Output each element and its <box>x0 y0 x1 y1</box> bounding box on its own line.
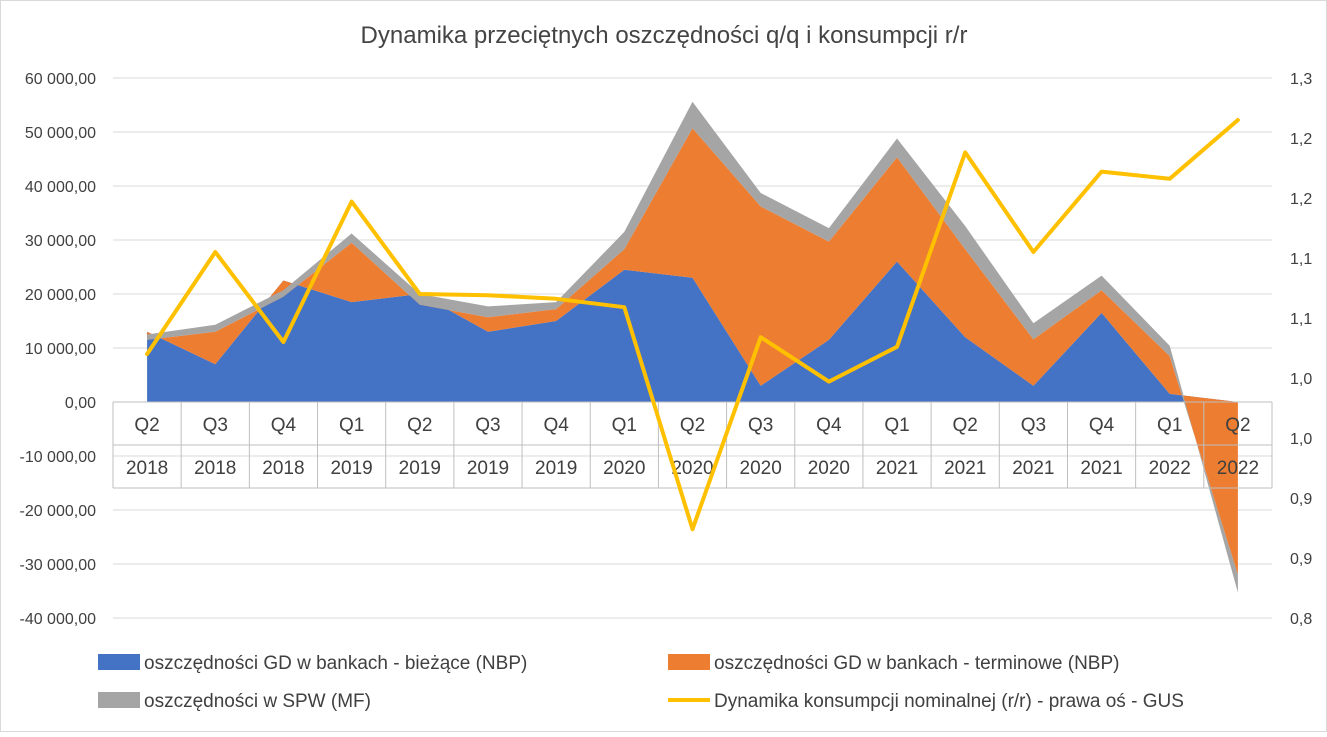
x-tick-year: 2019 <box>330 458 372 479</box>
legend-label: oszczędności w SPW (MF) <box>144 691 371 712</box>
x-tick-quarter: Q2 <box>134 415 159 436</box>
legend-label: oszczędności GD w bankach - terminowe (N… <box>714 653 1119 674</box>
line-series <box>145 118 1240 532</box>
x-tick-year: 2019 <box>535 458 577 479</box>
x-tick-year: 2020 <box>671 458 713 479</box>
right-y-tick-label: 1,3 <box>1290 71 1312 88</box>
left-y-tick-label: -40 000,00 <box>19 611 96 628</box>
x-tick-year: 2020 <box>740 458 782 479</box>
legend-area-swatch <box>98 692 140 708</box>
x-tick-quarter: Q1 <box>1157 415 1182 436</box>
x-tick-quarter: Q2 <box>1225 415 1250 436</box>
x-tick-year: 2020 <box>603 458 645 479</box>
left-y-tick-label: -30 000,00 <box>19 557 96 574</box>
x-tick-year: 2021 <box>944 458 986 479</box>
left-y-tick-label: 10 000,00 <box>25 341 96 358</box>
legend-area-swatch <box>668 654 710 670</box>
x-tick-quarter: Q2 <box>680 415 705 436</box>
left-y-tick-label: 0,00 <box>65 395 96 412</box>
x-tick-year: 2021 <box>876 458 918 479</box>
x-tick-quarter: Q4 <box>816 415 842 436</box>
chart-title: Dynamika przeciętnych oszczędności q/q i… <box>361 22 968 49</box>
left-y-tick-label: 50 000,00 <box>25 125 96 142</box>
x-tick-quarter: Q1 <box>339 415 364 436</box>
legend-label: Dynamika konsumpcji nominalnej (r/r) - p… <box>714 691 1184 712</box>
right-y-tick-label: 1,0 <box>1290 431 1312 448</box>
x-tick-year: 2019 <box>399 458 441 479</box>
left-y-tick-label: 20 000,00 <box>25 287 96 304</box>
x-tick-year: 2021 <box>1080 458 1122 479</box>
left-y-tick-label: 40 000,00 <box>25 179 96 196</box>
line-series-1 <box>145 118 1240 532</box>
legend: oszczędności GD w bankach - bieżące (NBP… <box>98 653 1184 712</box>
x-tick-year: 2019 <box>467 458 509 479</box>
x-tick-quarter: Q1 <box>612 415 637 436</box>
legend-area-swatch <box>98 654 140 670</box>
right-y-tick-label: 1,1 <box>1290 251 1312 268</box>
x-tick-quarter: Q2 <box>953 415 978 436</box>
x-tick-year: 2022 <box>1217 458 1259 479</box>
x-tick-quarter: Q2 <box>407 415 432 436</box>
x-tick-quarter: Q3 <box>1021 415 1046 436</box>
x-tick-quarter: Q1 <box>884 415 909 436</box>
x-tick-quarter: Q3 <box>748 415 773 436</box>
right-y-tick-label: 0,9 <box>1290 491 1312 508</box>
right-y-tick-label: 1,0 <box>1290 371 1312 388</box>
right-y-tick-label: 0,9 <box>1290 551 1312 568</box>
x-tick-year: 2018 <box>126 458 168 479</box>
x-tick-quarter: Q4 <box>543 415 569 436</box>
right-y-axis: 0,8 0,9 0,9 1,0 1,0 1,1 1,1 1,2 1,2 1,3 <box>1290 71 1312 628</box>
left-y-tick-label: 30 000,00 <box>25 233 96 250</box>
right-y-tick-label: 0,8 <box>1290 611 1312 628</box>
right-y-tick-label: 1,2 <box>1290 131 1312 148</box>
x-tick-quarter: Q4 <box>1089 415 1115 436</box>
x-tick-quarter: Q3 <box>475 415 500 436</box>
x-tick-year: 2018 <box>194 458 236 479</box>
x-tick-quarter: Q3 <box>203 415 228 436</box>
area-series <box>147 101 1238 593</box>
left-y-axis: -40 000,00 -30 000,00 -20 000,00 -10 000,00… <box>19 71 96 628</box>
left-y-tick-label: -20 000,00 <box>19 503 96 520</box>
right-y-tick-label: 1,2 <box>1290 191 1312 208</box>
x-tick-year: 2018 <box>262 458 304 479</box>
x-tick-year: 2022 <box>1149 458 1191 479</box>
x-tick-year: 2020 <box>808 458 850 479</box>
left-y-tick-label: -10 000,00 <box>19 449 96 466</box>
area-series-2 <box>147 128 1238 575</box>
x-tick-year: 2021 <box>1012 458 1054 479</box>
x-axis: Q2 2018 Q3 2018 Q4 2018 Q1 2019 Q2 2019 Q3 2019 Q4 20… <box>112 401 1273 489</box>
legend-label: oszczędności GD w bankach - bieżące (NBP… <box>144 653 527 674</box>
x-tick-quarter: Q4 <box>271 415 297 436</box>
right-y-tick-label: 1,1 <box>1290 311 1312 328</box>
left-y-tick-label: 60 000,00 <box>25 71 96 88</box>
